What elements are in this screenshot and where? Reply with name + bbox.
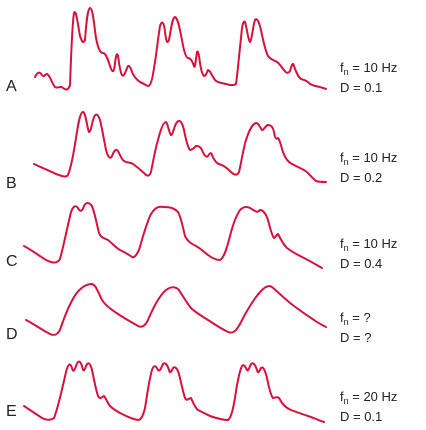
waveform-c [23,202,323,269]
row-label-c: C [6,253,18,270]
row-label-a: A [6,78,17,95]
row-label-d: D [6,326,18,343]
frequency-label-d: fn = ? [340,310,371,327]
damping-label-b: D = 0.2 [340,170,383,185]
row-label-e: E [6,403,17,420]
damping-label-d: D = ? [340,330,372,345]
frequency-label-b: fn = 10 Hz [340,150,398,167]
waveform-b [33,111,327,183]
frequency-label-e: fn = 20 Hz [340,389,398,406]
waveform-a [34,7,327,91]
damping-label-c: D = 0.4 [340,256,383,271]
frequency-label-a: fn = 10 Hz [340,60,398,77]
damping-label-e: D = 0.1 [340,409,383,424]
frequency-label-c: fn = 10 Hz [340,236,398,253]
damping-label-a: D = 0.1 [340,80,383,95]
row-label-b: B [6,175,17,192]
waveform-e [23,360,325,423]
waveform-d [25,283,327,336]
